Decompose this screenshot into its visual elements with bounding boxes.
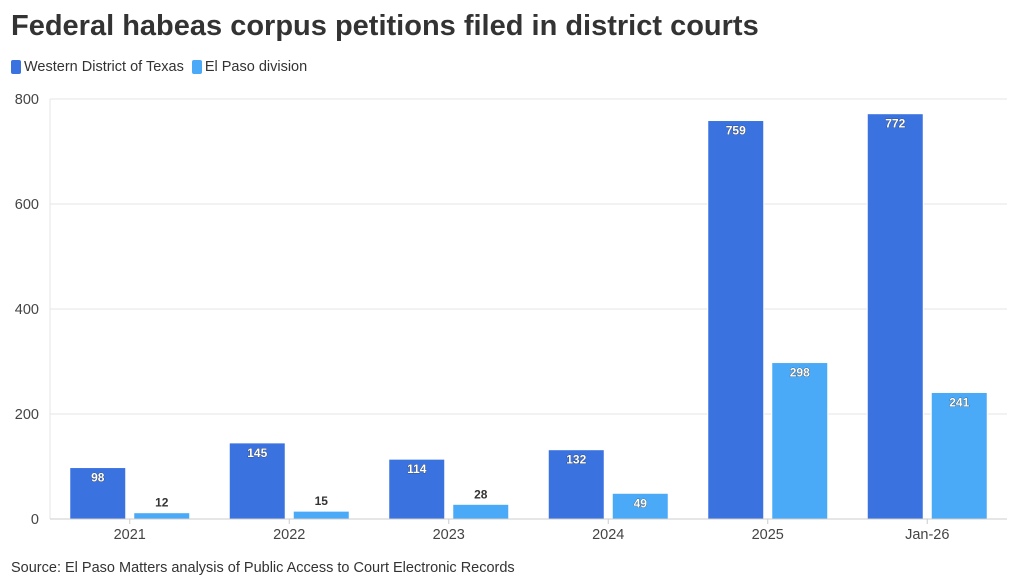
data-label-western-district-of-texas-2024: 132 [566, 453, 586, 467]
data-label-western-district-of-texas-2022: 145 [247, 446, 267, 460]
legend-label-western-district: Western District of Texas [24, 59, 184, 75]
x-tick-label-2021: 2021 [114, 527, 146, 543]
bar-western-district-of-texas-2022[interactable] [228, 442, 286, 520]
bar-western-district-of-texas-2024[interactable] [547, 449, 605, 520]
x-tick-label-2024: 2024 [592, 527, 624, 543]
bar-western-district-of-texas-jan-26[interactable] [866, 113, 924, 520]
x-tick-label-2025: 2025 [752, 527, 784, 543]
gridlines [49, 98, 1007, 519]
legend-item-western-district[interactable]: Western District of Texas [11, 59, 184, 75]
data-label-western-district-of-texas-2025: 759 [726, 124, 746, 138]
data-label-western-district-of-texas-2021: 98 [91, 471, 105, 485]
y-axis-ticks: 0 200 400 600 800 [15, 92, 39, 528]
data-label-el-paso-division-2023: 28 [474, 487, 488, 501]
bar-western-district-of-texas-2023[interactable] [388, 458, 446, 520]
x-axis-ticks: 2021 2022 2023 2024 2025 Jan-26 [114, 519, 949, 543]
bar-western-district-of-texas-2021[interactable] [69, 467, 127, 520]
y-tick-label-0: 0 [31, 512, 39, 528]
bar-el-paso-division-2023[interactable] [452, 503, 510, 520]
data-label-el-paso-division-2021: 12 [155, 496, 169, 510]
legend-label-el-paso-division: El Paso division [204, 59, 308, 75]
x-tick-label-2022: 2022 [273, 527, 305, 543]
y-tick-label-600: 600 [15, 197, 39, 213]
data-label-el-paso-division-2025: 298 [790, 366, 810, 380]
y-tick-label-400: 400 [15, 302, 39, 318]
legend: Western District of Texas El Paso divisi… [11, 59, 315, 75]
legend-swatch-el-paso-division [191, 60, 202, 74]
bars: 98 12 145 15 114 28 132 49 759 298 772 241 [69, 113, 988, 520]
chart-title: Federal habeas corpus petitions filed in… [11, 10, 759, 42]
legend-swatch-western-district [11, 60, 21, 74]
y-tick-label-200: 200 [15, 407, 39, 423]
x-tick-label-jan-26: Jan-26 [905, 527, 949, 543]
data-label-western-district-of-texas-jan-26: 772 [885, 117, 905, 131]
data-label-western-district-of-texas-2023: 114 [407, 462, 427, 476]
bar-el-paso-division-2022[interactable] [292, 510, 350, 520]
bar-el-paso-division-2021[interactable] [133, 512, 191, 520]
y-tick-label-800: 800 [15, 92, 39, 108]
source-note: Source: El Paso Matters analysis of Publ… [11, 560, 515, 576]
bar-el-paso-division-jan-26[interactable] [930, 391, 988, 520]
data-label-el-paso-division-jan-26: 241 [949, 395, 969, 409]
data-label-el-paso-division-2022: 15 [315, 494, 329, 508]
bar-el-paso-division-2025[interactable] [771, 362, 829, 520]
x-tick-label-2023: 2023 [433, 527, 465, 543]
bar-western-district-of-texas-2025[interactable] [707, 120, 765, 520]
data-label-el-paso-division-2024: 49 [634, 496, 648, 510]
legend-item-el-paso-division[interactable]: El Paso division [191, 59, 308, 75]
